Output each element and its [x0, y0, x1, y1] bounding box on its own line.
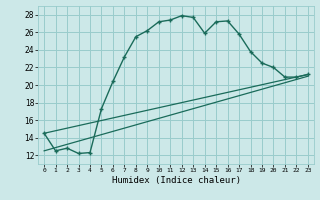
X-axis label: Humidex (Indice chaleur): Humidex (Indice chaleur) — [111, 176, 241, 185]
